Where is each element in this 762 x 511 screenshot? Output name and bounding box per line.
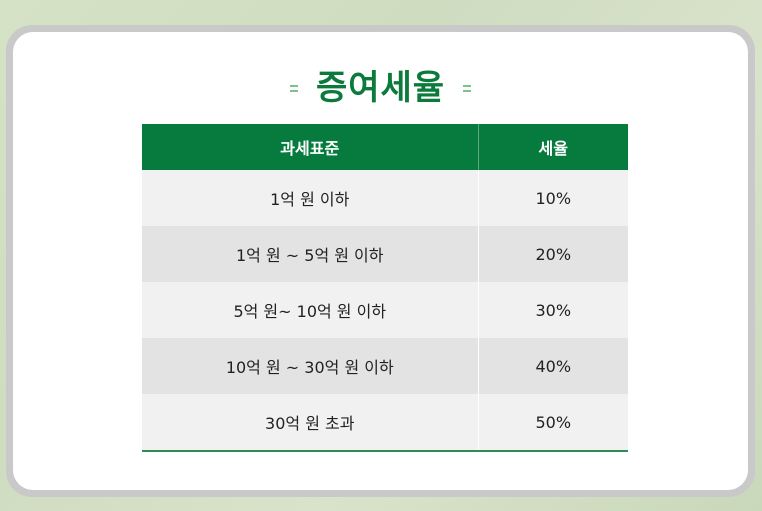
title-row: 증여세율 <box>13 66 748 110</box>
table-row: 1억 원 이하 10% <box>142 170 628 226</box>
title-right-deco-icon <box>463 84 472 92</box>
tax-rate-card: 증여세율 과세표준 세율 1억 원 이하 10% 1억 원 ~ 5억 원 이하 … <box>13 32 748 490</box>
title-left-deco-icon <box>289 84 298 92</box>
table-row: 10억 원 ~ 30억 원 이하 40% <box>142 338 628 394</box>
column-header-tax-base: 과세표준 <box>142 124 478 170</box>
table-row: 5억 원~ 10억 원 이하 30% <box>142 282 628 338</box>
tax-rate-cell: 40% <box>477 338 628 394</box>
column-header-tax-rate: 세율 <box>477 124 628 170</box>
table-row: 1억 원 ~ 5억 원 이하 20% <box>142 226 628 282</box>
tax-base-cell: 10억 원 ~ 30억 원 이하 <box>142 338 478 394</box>
tax-base-cell: 30억 원 초과 <box>142 394 478 452</box>
tax-rate-cell: 10% <box>477 170 628 226</box>
tax-rate-cell: 30% <box>477 282 628 338</box>
table-header-row: 과세표준 세율 <box>142 124 628 170</box>
tax-base-cell: 1억 원 이하 <box>142 170 478 226</box>
tax-base-cell: 1억 원 ~ 5억 원 이하 <box>142 226 478 282</box>
tax-rate-table: 과세표준 세율 1억 원 이하 10% 1억 원 ~ 5억 원 이하 20% 5… <box>142 124 628 452</box>
table-row: 30억 원 초과 50% <box>142 394 628 452</box>
tax-rate-cell: 20% <box>477 226 628 282</box>
tax-rate-cell: 50% <box>477 394 628 452</box>
tax-base-cell: 5억 원~ 10억 원 이하 <box>142 282 478 338</box>
outer-frame: 증여세율 과세표준 세율 1억 원 이하 10% 1억 원 ~ 5억 원 이하 … <box>6 25 755 497</box>
page-title: 증여세율 <box>315 68 446 108</box>
